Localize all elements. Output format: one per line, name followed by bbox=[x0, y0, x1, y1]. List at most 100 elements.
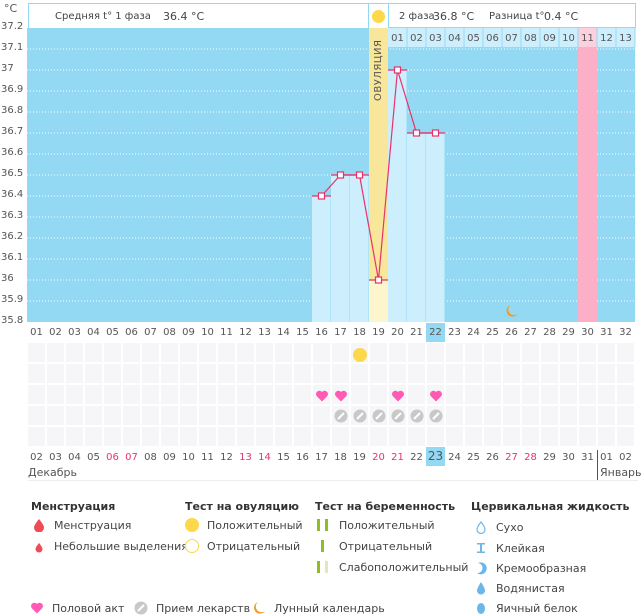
legend-spotting-label: Небольшие выделения bbox=[54, 539, 188, 553]
grid-cell bbox=[218, 385, 235, 404]
cycle-day-label: 06 bbox=[125, 327, 138, 338]
grid-cell bbox=[237, 343, 254, 362]
heart-icon bbox=[334, 389, 348, 403]
grid-cell bbox=[332, 427, 349, 446]
phase2-day-label: 09 bbox=[543, 33, 556, 44]
grid-cell bbox=[522, 385, 539, 404]
temperature-bar bbox=[350, 175, 369, 322]
legend-cervical-title: Цервикальная жидкость bbox=[471, 500, 630, 513]
calendar-date: 08 bbox=[144, 452, 157, 463]
phase1-header: Средняя t° 1 фаза 36.4 °C bbox=[28, 3, 369, 28]
legend-medication: Прием лекарств bbox=[134, 601, 250, 615]
calendar-date: 02 bbox=[619, 452, 632, 463]
pregnancy-negative-icon bbox=[317, 539, 331, 553]
grid-cell bbox=[199, 385, 216, 404]
cycle-day-label: 18 bbox=[353, 327, 366, 338]
grid-cell bbox=[199, 343, 216, 362]
calendar-date: 27 bbox=[505, 452, 518, 463]
grid-cell bbox=[484, 343, 501, 362]
cycle-day-label: 15 bbox=[296, 327, 309, 338]
grid-cell bbox=[598, 427, 615, 446]
legend-moon-label: Лунный календарь bbox=[274, 601, 385, 615]
grid-cell bbox=[47, 343, 64, 362]
grid-cell bbox=[47, 364, 64, 383]
grid-cell bbox=[66, 364, 83, 383]
grid-cell bbox=[579, 364, 596, 383]
grid-cell bbox=[484, 406, 501, 425]
cycle-day-label: 23 bbox=[448, 327, 461, 338]
cycle-day-label: 10 bbox=[201, 327, 214, 338]
grid-cell bbox=[161, 385, 178, 404]
grid-cell bbox=[465, 427, 482, 446]
pregnancy-faint-icon bbox=[317, 560, 331, 574]
grid-cell bbox=[275, 385, 292, 404]
grid-cell bbox=[161, 427, 178, 446]
grid-cell bbox=[294, 406, 311, 425]
legend-pregnancy-faint: Слабоположительный bbox=[317, 560, 468, 574]
grid-cell bbox=[123, 427, 140, 446]
cycle-day-label: 13 bbox=[258, 327, 271, 338]
cycle-day-label: 02 bbox=[49, 327, 62, 338]
calendar-date: 26 bbox=[486, 452, 499, 463]
pill-icon bbox=[134, 601, 148, 615]
grid-cell bbox=[522, 343, 539, 362]
phase2-label: 2 фаза bbox=[399, 11, 435, 22]
grid-cell bbox=[123, 343, 140, 362]
legend-menstruation-title: Менструация bbox=[31, 500, 116, 513]
heart-icon bbox=[31, 602, 43, 614]
grid-cell bbox=[123, 385, 140, 404]
cycle-day-label: 12 bbox=[239, 327, 252, 338]
month-divider bbox=[597, 450, 598, 480]
grid-cell bbox=[66, 343, 83, 362]
heart-icon bbox=[391, 389, 405, 403]
temperature-point bbox=[393, 66, 402, 74]
phase2-value: 36.8 °C bbox=[433, 10, 475, 23]
grid-cell bbox=[351, 427, 368, 446]
y-tick-label: 36.5 bbox=[1, 168, 24, 179]
legend-ovulation-positive: Положительный bbox=[185, 518, 303, 532]
phase2-day-strip bbox=[388, 28, 635, 47]
grid-cell bbox=[237, 364, 254, 383]
grid-cell bbox=[541, 427, 558, 446]
grid-cell bbox=[85, 427, 102, 446]
calendar-date: 10 bbox=[182, 452, 195, 463]
grid-cell bbox=[503, 385, 520, 404]
calendar-date: 03 bbox=[49, 452, 62, 463]
grid-cell bbox=[408, 427, 425, 446]
grid-cell bbox=[85, 406, 102, 425]
calendar-date: 19 bbox=[353, 452, 366, 463]
grid-cell bbox=[123, 364, 140, 383]
grid-cell bbox=[370, 364, 387, 383]
grid-cell bbox=[617, 427, 634, 446]
grid-cell bbox=[427, 343, 444, 362]
cycle-day-label: 19 bbox=[372, 327, 385, 338]
pill-icon bbox=[334, 409, 348, 423]
cycle-day-label: 29 bbox=[562, 327, 575, 338]
grid-cell bbox=[256, 343, 273, 362]
y-tick-label: 37.2 bbox=[1, 21, 24, 32]
grid-cell bbox=[218, 406, 235, 425]
calendar-date: 01 bbox=[600, 452, 613, 463]
grid-cell bbox=[237, 427, 254, 446]
y-tick-label: 35.8 bbox=[1, 315, 24, 326]
grid-cell bbox=[218, 364, 235, 383]
grid-cell bbox=[275, 406, 292, 425]
legend-moon: Лунный календарь bbox=[252, 601, 385, 615]
cycle-day-label: 04 bbox=[87, 327, 100, 338]
cycle-day-label: 31 bbox=[600, 327, 613, 338]
legend-pregnancy-negative: Отрицательный bbox=[317, 539, 432, 553]
grid-cell bbox=[66, 385, 83, 404]
grid-cell bbox=[66, 427, 83, 446]
grid-cell bbox=[104, 406, 121, 425]
calendar-date: 25 bbox=[467, 452, 480, 463]
legend-spotting: Небольшие выделения bbox=[32, 539, 188, 553]
grid-cell bbox=[218, 427, 235, 446]
grid-cell bbox=[598, 406, 615, 425]
legend-menstruation: Менструация bbox=[32, 518, 131, 532]
cycle-day-label: 09 bbox=[182, 327, 195, 338]
grid-cell bbox=[161, 406, 178, 425]
temperature-point bbox=[374, 276, 383, 284]
temperature-bar bbox=[388, 70, 407, 322]
y-tick-label: 36.3 bbox=[1, 210, 24, 221]
cycle-day-label: 07 bbox=[144, 327, 157, 338]
